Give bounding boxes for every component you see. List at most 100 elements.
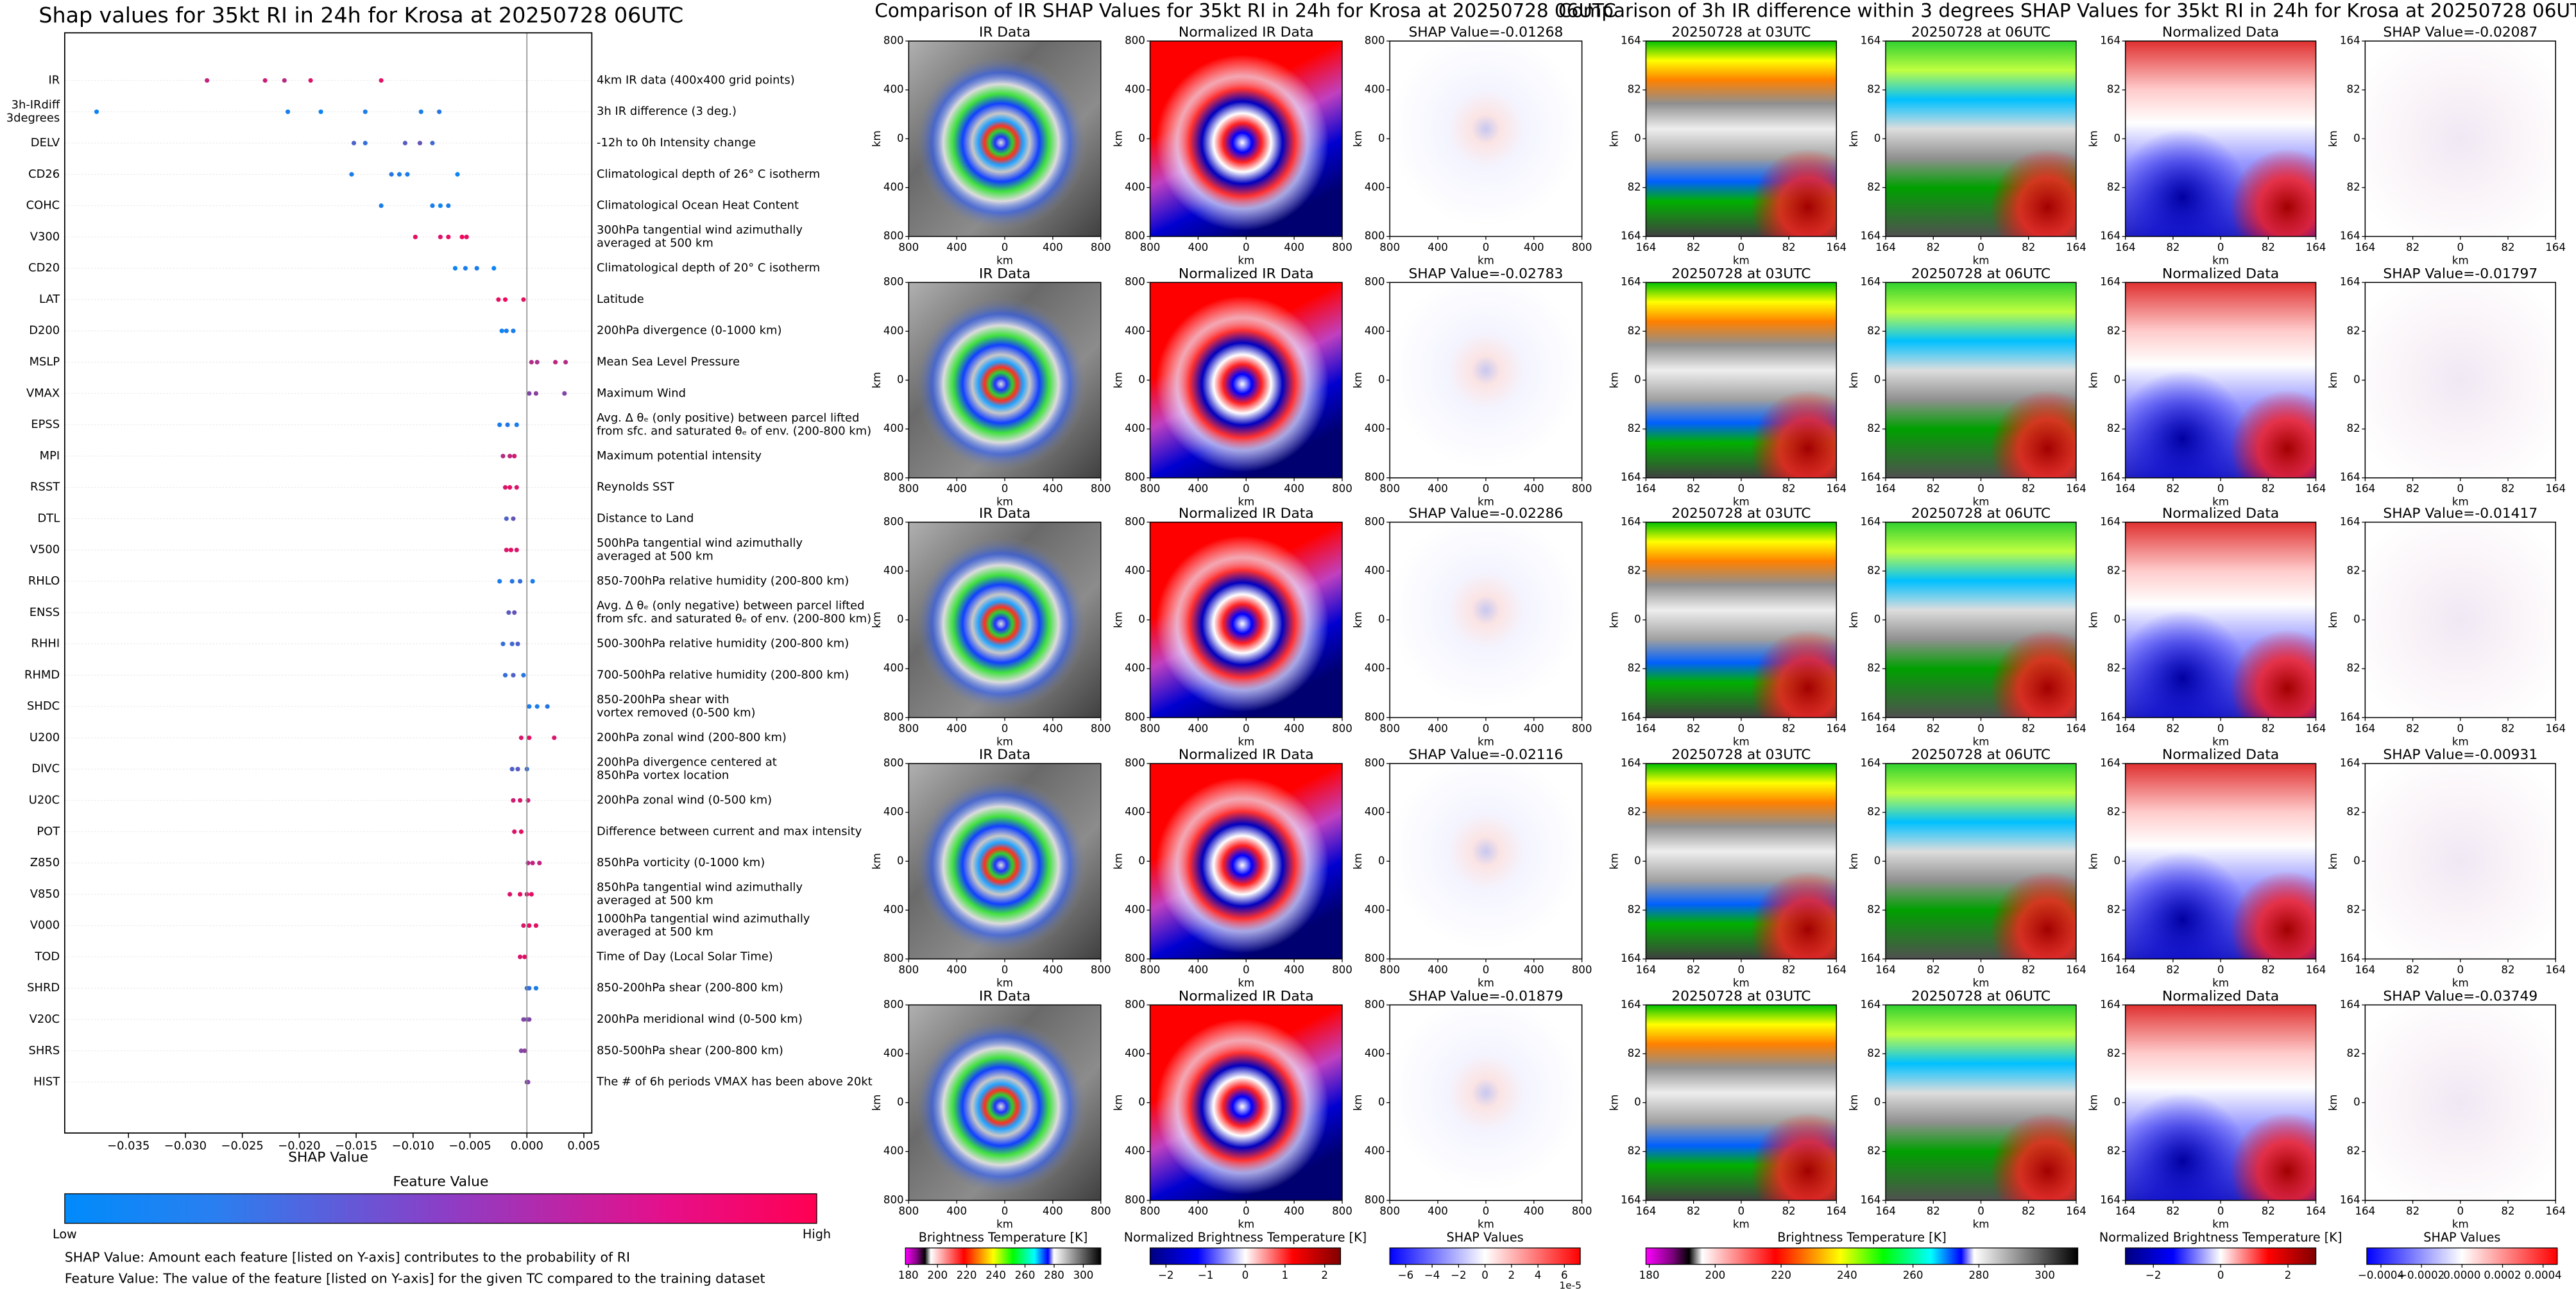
x-axis-label: km — [2212, 496, 2229, 508]
shap-point — [508, 892, 513, 897]
feature-description-line: Avg. Δ θₑ (only negative) between parcel… — [597, 599, 864, 613]
y-tick-label: 800 — [1365, 998, 1385, 1011]
colorbar-label: Normalized Brightness Temperature [K] — [2099, 1230, 2342, 1245]
shap-point — [438, 203, 443, 209]
shap-point — [562, 391, 567, 396]
shap-point — [506, 610, 511, 615]
x-tick-label: 800 — [1140, 1205, 1161, 1217]
x-tick-label: 800 — [1091, 722, 1111, 735]
shap-point — [521, 1017, 526, 1022]
x-tick-label: 0 — [1002, 1205, 1009, 1217]
x-tick-label: 400 — [1428, 241, 1448, 253]
feature-description: Mean Sea Level Pressure — [597, 355, 740, 368]
x-tick-label: 0 — [1002, 241, 1009, 253]
colorbar — [1149, 1247, 1342, 1265]
panel-title: SHAP Value=-0.02783 — [1408, 266, 1563, 282]
shap-point — [521, 923, 526, 928]
panel-title: SHAP Value=-0.02087 — [2383, 24, 2538, 40]
x-tick-label: 400 — [1284, 241, 1304, 253]
y-tick-label: 82 — [2347, 1047, 2360, 1059]
y-tick-label: 164 — [2100, 34, 2120, 46]
x-tick-label: −0.010 — [392, 1139, 434, 1152]
y-tick-label: 164 — [1621, 34, 1641, 46]
colorbar-tick-label: −0.0002 — [2398, 1269, 2444, 1281]
y-tick-label: 82 — [1867, 903, 1881, 916]
x-tick-label: 400 — [1524, 1205, 1544, 1217]
feature-label-line: SHRS — [29, 1044, 60, 1057]
x-tick-label: 0 — [1483, 1205, 1490, 1217]
y-tick-label: 0 — [2353, 132, 2360, 144]
y-axis-label: km — [871, 611, 883, 628]
y-tick-label: 164 — [2340, 1193, 2360, 1206]
x-tick-label: −0.035 — [107, 1139, 149, 1152]
y-tick-label: 82 — [1628, 1047, 1641, 1059]
x-tick-label: 400 — [1188, 1205, 1209, 1217]
x-tick-label: 164 — [2306, 722, 2326, 735]
x-tick-label: 82 — [1687, 241, 1700, 253]
y-tick-label: 0 — [1634, 132, 1641, 144]
image-panel — [1390, 1005, 1582, 1200]
x-tick-label: 164 — [2355, 241, 2375, 253]
panel-title: Normalized Data — [2162, 747, 2279, 763]
colorbar-tick-label: 0 — [2217, 1269, 2224, 1281]
x-tick-label: 400 — [1284, 1205, 1304, 1217]
y-tick-label: 0 — [897, 1096, 904, 1108]
shap-point — [553, 359, 558, 365]
shap-point — [308, 78, 313, 83]
y-tick-label: 0 — [1634, 1096, 1641, 1108]
x-tick-label: 164 — [2545, 964, 2566, 976]
y-tick-label: 0 — [1378, 132, 1385, 144]
y-axis-label: km — [871, 853, 883, 869]
shap-point — [205, 78, 210, 83]
y-tick-label: 82 — [1867, 422, 1881, 434]
x-tick-label: 82 — [1687, 482, 1700, 495]
note: Feature Value: The value of the feature … — [65, 1271, 765, 1286]
colorbar-tick-label: 240 — [1837, 1269, 1857, 1281]
shap-point — [518, 892, 523, 897]
y-tick-label: 82 — [1867, 181, 1881, 193]
x-tick-label: 82 — [2262, 964, 2275, 976]
shap-point — [499, 329, 504, 334]
y-axis-label: km — [2327, 372, 2339, 389]
x-tick-label: 800 — [1332, 1205, 1352, 1217]
feature-label: V000 — [30, 919, 60, 932]
y-tick-label: 800 — [1365, 230, 1385, 242]
shap-point — [379, 203, 384, 209]
y-tick-label: 400 — [1125, 422, 1145, 434]
x-tick-label: 0 — [1002, 482, 1009, 495]
x-tick-label: 164 — [2115, 722, 2136, 735]
x-tick-label: 400 — [1524, 964, 1544, 976]
x-tick-label: 0 — [2457, 482, 2464, 495]
image-panel — [1646, 522, 1837, 718]
y-tick-label: 800 — [1365, 952, 1385, 964]
x-tick-label: 164 — [2355, 1205, 2375, 1217]
x-tick-label: 164 — [2066, 482, 2086, 495]
y-axis-label: km — [871, 130, 883, 147]
shap-point — [262, 78, 268, 83]
x-tick-label: 82 — [1927, 1205, 1940, 1217]
panel-title: 20250728 at 03UTC — [1671, 266, 1811, 282]
shap-point — [504, 516, 509, 521]
x-tick-label: 400 — [946, 241, 967, 253]
y-tick-label: 400 — [883, 564, 904, 576]
feature-label-line: V500 — [30, 543, 60, 556]
feature-label-line: 3h-IRdiff — [12, 98, 60, 112]
shap-point — [508, 485, 513, 490]
shap-point — [417, 141, 423, 146]
x-axis-label: km — [1478, 1218, 1494, 1231]
y-tick-label: 164 — [2340, 471, 2360, 483]
x-tick-label: 0 — [1738, 241, 1745, 253]
shap-point — [452, 266, 458, 271]
x-tick-label: 164 — [2355, 964, 2375, 976]
image-panel — [1886, 40, 2076, 237]
image-panel — [1390, 40, 1582, 237]
x-tick-label: 400 — [1188, 241, 1209, 253]
colorbar-tick-label: 2 — [1508, 1269, 1515, 1281]
y-tick-label: 0 — [897, 132, 904, 144]
colorbar-tick-label: 200 — [927, 1269, 948, 1281]
shap-point — [518, 829, 524, 834]
x-axis-label: km — [2212, 977, 2229, 989]
x-tick-label: 800 — [1332, 722, 1352, 735]
feature-description-line: 200hPa meridional wind (0-500 km) — [597, 1012, 803, 1026]
y-tick-label: 0 — [1634, 855, 1641, 867]
